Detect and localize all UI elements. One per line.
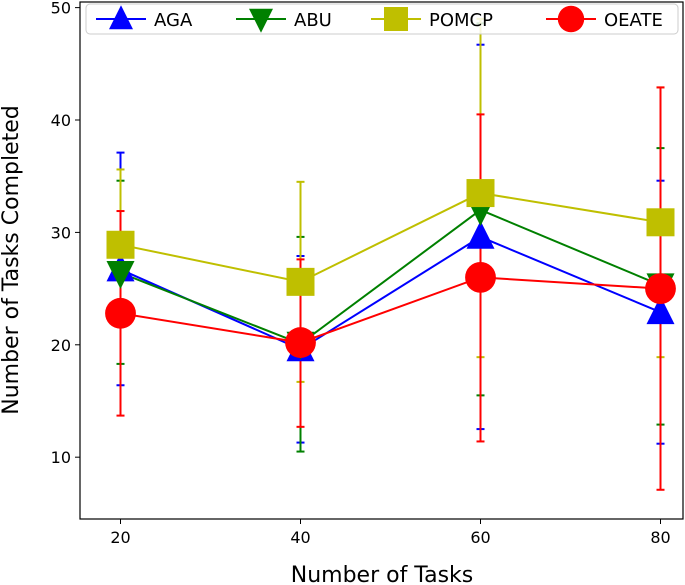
pomcp-point-60 <box>466 179 495 208</box>
x-axis-title: Number of Tasks <box>291 563 474 585</box>
abu-point-20 <box>106 260 135 289</box>
series-markers <box>105 179 676 362</box>
oeate-point-60 <box>465 261 496 293</box>
legend-pomcp-label: POMCP <box>429 10 493 31</box>
plot-frame <box>79 1 684 520</box>
pomcp-point-20 <box>106 230 135 259</box>
x-tick-label-20: 20 <box>110 528 130 547</box>
legend-aga-marker <box>109 5 133 30</box>
pomcp-point-40 <box>286 267 315 296</box>
oeate-point-20 <box>105 297 136 329</box>
x-tick-label-60: 60 <box>470 528 490 547</box>
legend-oeate-marker <box>557 5 585 33</box>
pomcp-point-80 <box>646 208 675 237</box>
aga-point-80 <box>646 296 675 325</box>
error-bars <box>116 17 665 491</box>
legend: AGA ABU POMCP OEATE <box>85 3 679 35</box>
oeate-line <box>120 276 661 344</box>
legend-aga-label: AGA <box>154 10 193 31</box>
y-tick-label-50: 50 <box>51 0 71 18</box>
x-tick-label-80: 80 <box>650 528 670 547</box>
legend-oeate-label: OEATE <box>604 10 663 31</box>
oeate-point-40 <box>285 327 316 358</box>
legend-abu-marker <box>249 8 273 33</box>
abu-line <box>120 208 661 345</box>
aga-line <box>120 235 661 351</box>
y-tick-label-30: 30 <box>51 223 71 242</box>
legend-pomcp-marker <box>384 7 408 31</box>
y-tick-label-20: 20 <box>51 336 71 355</box>
pomcp-line <box>120 192 661 283</box>
series-lines <box>120 192 661 351</box>
axes: 20 40 60 80 10 20 30 40 50 <box>51 0 684 547</box>
y-tick-label-40: 40 <box>51 111 71 130</box>
y-tick-label-10: 10 <box>51 448 71 467</box>
aga-point-60 <box>466 220 495 249</box>
legend-abu-label: ABU <box>294 10 332 31</box>
oeate-point-80 <box>645 273 676 304</box>
y-axis-title: Number of Tasks Completed <box>0 105 24 415</box>
x-tick-label-40: 40 <box>290 528 310 547</box>
